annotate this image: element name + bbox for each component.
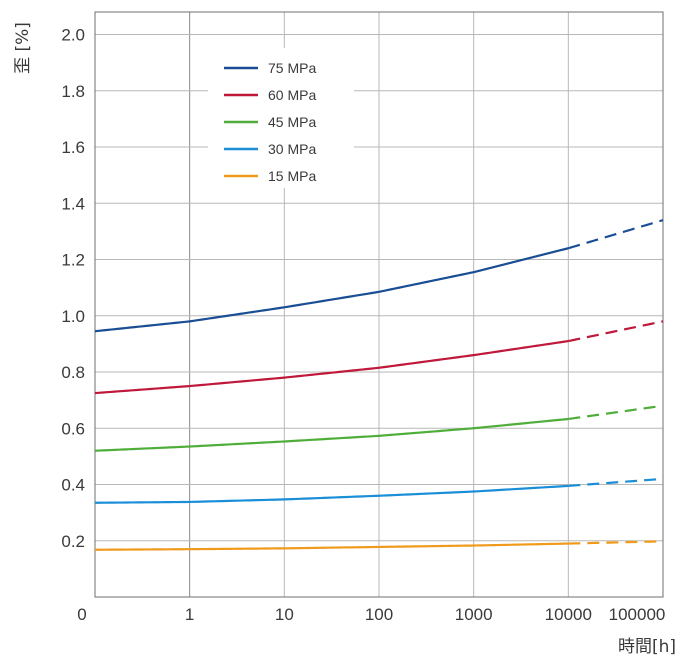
series-line-75-mpa-measured [94, 247, 569, 333]
legend-box [208, 48, 354, 188]
series-line-60-mpa-extrapolated [568, 320, 664, 343]
series-line-15-mpa-extrapolated [568, 540, 664, 545]
y-tick-label: 0.4 [61, 476, 85, 495]
y-tick-label: 1.8 [61, 82, 85, 101]
y-tick-label: 2.0 [61, 26, 85, 45]
x-tick-label: 10000 [545, 605, 592, 624]
y-tick-label: 0.8 [61, 363, 85, 382]
x-tick-labels: 0 1 10 100 1000 10000 100000 [77, 605, 665, 624]
y-tick-label: 0.2 [61, 532, 85, 551]
x-tick-label: 100 [365, 605, 393, 624]
x-tick-label: 10 [275, 605, 294, 624]
x-tick-label: 1 [185, 605, 194, 624]
x-tick-label: 100000 [609, 605, 666, 624]
y-axis-label: 歪 [%] [13, 22, 33, 74]
x-tick-label: 0 [77, 605, 86, 624]
series-line-30-mpa-extrapolated [568, 477, 664, 488]
grid-lines [95, 12, 663, 597]
y-tick-label: 1.2 [61, 251, 85, 270]
y-tick-labels: 0.2 0.4 0.6 0.8 1.0 1.2 1.4 1.6 1.8 2.0 [61, 26, 85, 551]
x-tick-label: 1000 [455, 605, 493, 624]
legend-label-60-mpa: 60 MPa [268, 87, 316, 103]
y-tick-label: 0.6 [61, 419, 85, 438]
legend-label-75-mpa: 75 MPa [268, 60, 316, 76]
series-line-75-mpa-extrapolated [568, 219, 664, 250]
legend-label-15-mpa: 15 MPa [268, 168, 316, 184]
series-line-45-mpa-extrapolated [568, 404, 664, 421]
legend: 75 MPa 60 MPa 45 MPa 30 MPa 15 MPa [208, 48, 354, 188]
x-axis-label: 時間[h] [618, 637, 676, 657]
series-lines [94, 219, 664, 551]
y-tick-label: 1.0 [61, 307, 85, 326]
series-line-60-mpa-measured [94, 339, 569, 395]
series-line-30-mpa-measured [94, 484, 569, 504]
plot-frame [94, 11, 664, 598]
series-line-45-mpa-measured [94, 417, 569, 452]
y-tick-label: 1.4 [61, 194, 85, 213]
series-line-15-mpa-measured [94, 542, 569, 551]
legend-label-30-mpa: 30 MPa [268, 141, 316, 157]
y-tick-label: 1.6 [61, 138, 85, 157]
legend-label-45-mpa: 45 MPa [268, 114, 316, 130]
